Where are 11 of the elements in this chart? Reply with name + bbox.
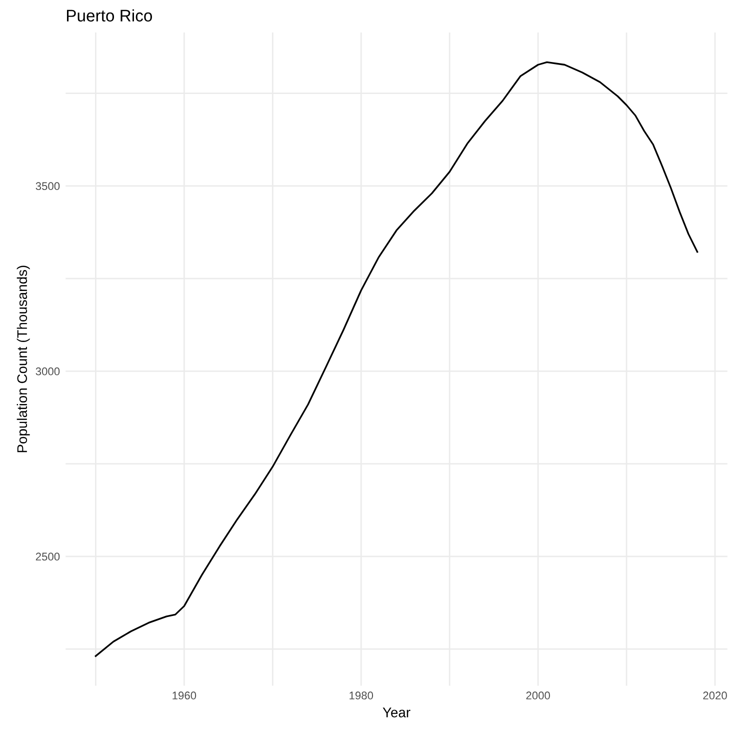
x-tick-label: 1980 — [350, 692, 374, 700]
y-tick-label: 3500 — [36, 182, 60, 190]
y-tick-label: 2500 — [36, 552, 60, 561]
x-tick-label: 2000 — [526, 692, 550, 700]
y-axis-title: Population Count (Thousands) — [16, 266, 30, 452]
y-tick-label: 3000 — [36, 367, 60, 376]
x-tick-label: 2020 — [703, 692, 727, 700]
chart-title: Puerto Rico — [66, 9, 152, 22]
line-series — [94, 61, 698, 657]
x-axis-title: Year — [382, 708, 410, 718]
x-tick-label: 1960 — [172, 692, 196, 700]
